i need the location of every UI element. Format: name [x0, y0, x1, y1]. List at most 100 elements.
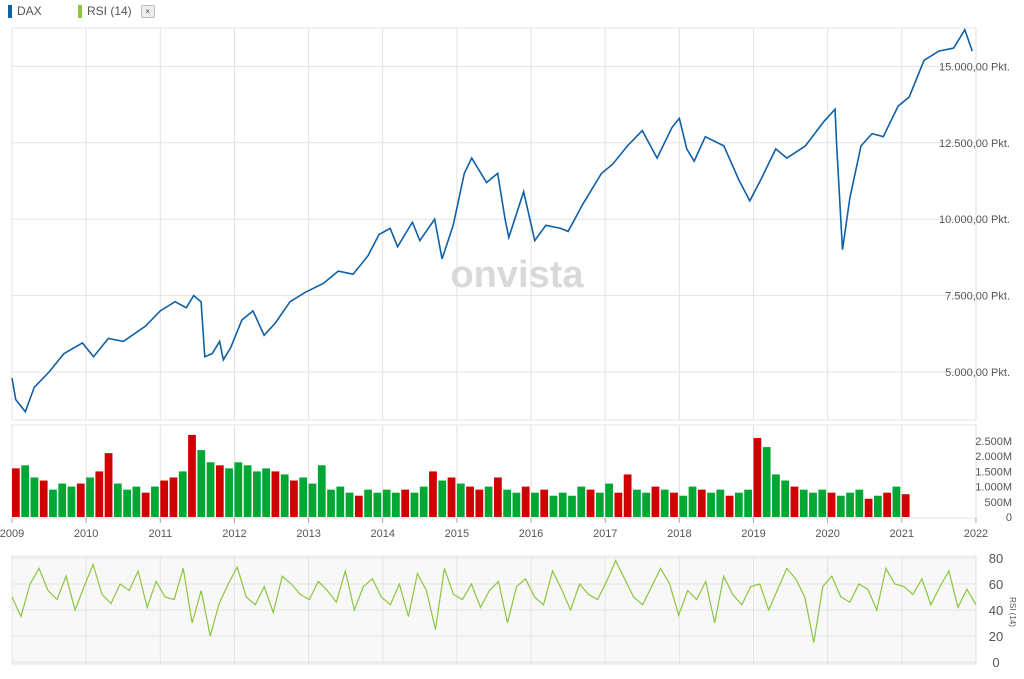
volume-bar	[651, 486, 660, 517]
volume-bar	[178, 471, 187, 517]
volume-bar	[160, 480, 169, 517]
volume-bar	[215, 465, 224, 517]
x-tick-label: 2014	[371, 528, 395, 540]
volume-bar	[772, 474, 780, 517]
x-tick-label: 2016	[519, 528, 543, 540]
price-y-tick-label: 10.000,00 Pkt.	[939, 214, 1010, 226]
volume-bar	[901, 494, 910, 517]
volume-bar	[873, 495, 882, 517]
x-tick-label: 2013	[296, 528, 320, 540]
volume-bar	[336, 486, 345, 517]
x-tick-label: 2022	[964, 528, 988, 540]
volume-bar	[836, 495, 845, 517]
volume-bar	[419, 486, 428, 517]
volume-bar	[540, 489, 549, 517]
volume-bar	[290, 480, 298, 517]
volume-bar	[262, 468, 271, 517]
volume-bar	[252, 471, 261, 517]
legend-rsi[interactable]: RSI (14) ×	[78, 4, 155, 18]
x-tick-label: 2021	[890, 528, 914, 540]
remove-rsi-close-icon[interactable]: ×	[140, 4, 155, 18]
volume-bar	[697, 489, 706, 517]
volume-bar	[67, 486, 76, 517]
volume-y-tick-label: 2.500M	[975, 436, 1012, 448]
volume-bar	[734, 492, 743, 517]
legend-dax-label: DAX	[17, 4, 42, 18]
price-panel	[11, 27, 977, 421]
volume-bar	[299, 477, 308, 517]
volume-bar	[12, 468, 20, 517]
volume-bar	[670, 492, 678, 517]
rsi-y-tick-label: 60	[989, 577, 1003, 592]
volume-bar	[846, 492, 854, 517]
volume-bar	[595, 492, 604, 517]
x-tick-label: 2010	[74, 528, 98, 540]
rsi-swatch-icon	[78, 4, 82, 18]
volume-bar	[512, 492, 521, 517]
volume-bar	[86, 477, 94, 517]
volume-bar	[382, 489, 391, 517]
volume-bar	[169, 477, 178, 517]
dax-line	[11, 27, 973, 414]
volume-bar	[123, 489, 131, 517]
volume-bar	[799, 489, 808, 517]
volume-bar	[141, 492, 150, 517]
volume-bar	[707, 492, 715, 517]
volume-bar	[475, 489, 484, 517]
volume-bar	[762, 447, 771, 517]
volume-bar	[243, 465, 252, 517]
x-tick-label: 2015	[445, 528, 469, 540]
volume-bar	[354, 495, 363, 517]
volume-bar	[484, 486, 493, 517]
volume-bar	[716, 489, 725, 517]
volume-bar	[688, 486, 697, 517]
rsi-y-tick-label: 80	[989, 551, 1003, 566]
x-tick-label: 2017	[593, 528, 617, 540]
rsi-y-tick-label: 40	[989, 603, 1003, 618]
volume-bar	[113, 483, 122, 517]
price-y-tick-label: 7.500,00 Pkt.	[945, 291, 1010, 303]
price-y-tick-label: 15.000,00 Pkt.	[939, 61, 1010, 73]
volume-bar	[308, 483, 317, 517]
rsi-axis-label: RSI (14)	[1008, 597, 1017, 627]
volume-bar	[280, 474, 289, 517]
volume-bar	[892, 486, 901, 517]
volume-bar	[725, 495, 734, 517]
x-tick-label: 2011	[148, 528, 172, 540]
volume-bar	[623, 474, 632, 517]
x-tick-label: 2019	[741, 528, 765, 540]
volume-bar	[568, 495, 576, 517]
volume-bar	[642, 492, 651, 517]
volume-bar	[558, 492, 567, 517]
volume-bar	[827, 492, 836, 517]
volume-bar	[818, 489, 827, 517]
volume-bar	[39, 480, 48, 517]
volume-bar	[883, 492, 892, 517]
volume-bar	[30, 477, 39, 517]
volume-bar	[104, 453, 113, 517]
volume-y-tick-label: 0	[1006, 512, 1012, 524]
volume-y-tick-label: 2.000M	[975, 451, 1012, 463]
volume-bar	[206, 462, 215, 517]
dax-swatch-icon	[8, 4, 12, 18]
legend-dax[interactable]: DAX	[8, 4, 42, 18]
volume-bar	[21, 465, 30, 517]
volume-bar	[364, 489, 372, 517]
volume-bar	[577, 486, 586, 517]
volume-bar	[614, 492, 623, 517]
volume-bar	[605, 483, 613, 517]
volume-bar	[744, 489, 752, 517]
volume-bar	[188, 434, 196, 517]
volume-bar	[197, 450, 206, 517]
volume-bar	[447, 477, 456, 517]
volume-bar	[521, 486, 530, 517]
volume-bar	[781, 480, 790, 517]
volume-bar	[401, 489, 410, 517]
rsi-y-tick-label: 20	[989, 629, 1003, 644]
volume-bar	[392, 492, 400, 517]
rsi-y-tick-label: 0	[992, 655, 999, 670]
volume-bar	[466, 486, 474, 517]
volume-bar	[855, 489, 864, 517]
volume-bar	[493, 477, 502, 517]
